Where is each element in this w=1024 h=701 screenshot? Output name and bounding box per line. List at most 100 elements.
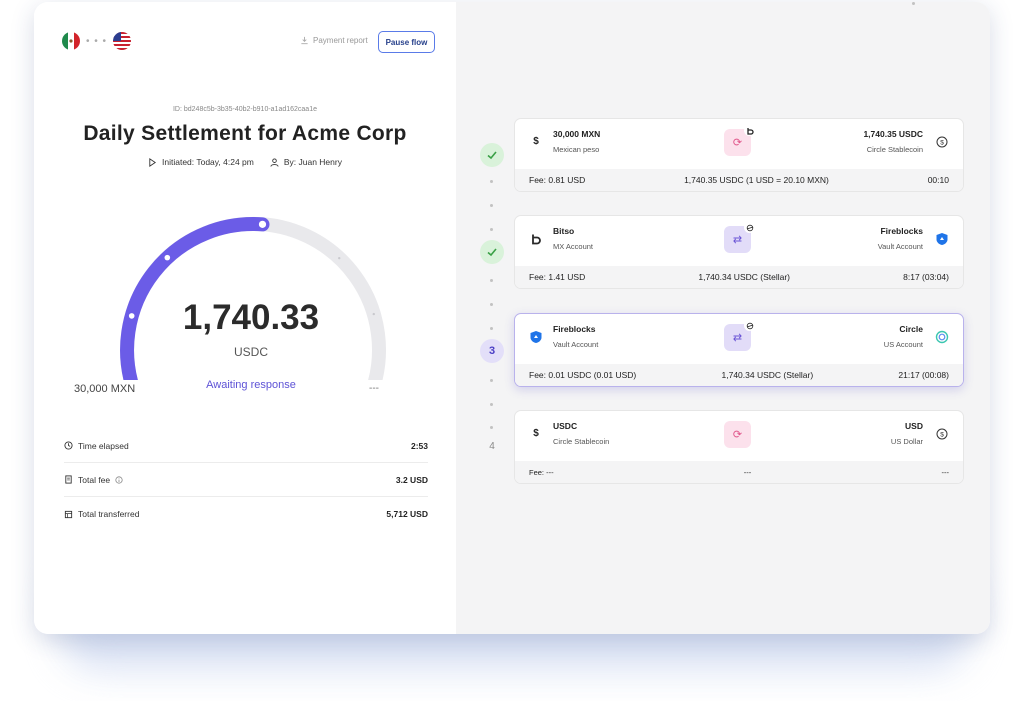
flow-meta: Initiated: Today, 4:24 pm By: Juan Henry [34,157,456,167]
initiator-info: By: Juan Henry [270,157,342,167]
gauge-milestone-dot [258,220,267,228]
transaction-parties: $ USDC Circle Stablecoin ⟳ USD US Dollar… [515,411,963,461]
stat-value: 5,712 USD [386,509,428,519]
destination-subtitle: Vault Account [877,242,923,251]
transaction-source: $ USDC Circle Stablecoin [529,421,609,446]
step-4-marker: 4 [489,440,495,452]
exchange-icon: ⟳ [724,125,755,156]
transaction-time: 21:17 (00:08) [898,370,949,380]
settlement-card: • • • Payment report Pause flow ID: bd24… [34,2,990,634]
transaction-detail: 1,740.34 USDC (Stellar) [721,370,814,380]
stats-list: Time elapsed 2:53 Total fee 3.2 USD Tota… [64,429,428,531]
flow-id: ID: bd248c5b-3b35-40b2-b910-a1ad162caa1e [172,106,317,113]
exchange-icon: ⟳ [724,421,751,448]
user-icon [270,157,279,167]
download-icon [301,36,308,45]
destination-name: 1,740.35 USDC [863,129,923,139]
destination-text: Fireblocks Vault Account [878,226,923,251]
transfer-arrows-icon: ⇄ [724,222,755,253]
source-name: USDC [553,421,578,431]
gauge-milestone-dot [164,254,171,261]
bitso-badge-icon [744,125,755,136]
payment-report-link[interactable]: Payment report [300,36,368,45]
transaction-card[interactable]: $ USDC Circle Stablecoin ⟳ USD US Dollar… [514,410,964,484]
destination-subtitle: US Account [883,340,923,349]
destination-subtitle: Circle Stablecoin [866,145,923,154]
info-icon[interactable] [115,475,123,484]
stat-label-group: Total transferred [64,509,139,519]
source-subtitle: MX Account [553,242,594,251]
flow-status: Awaiting response [206,379,296,391]
transaction-parties: $ 30,000 MXN Mexican peso ⟳ 1,740.35 USD… [515,119,963,169]
transfer-arrows-icon: ⇄ [724,320,755,351]
play-icon [149,157,157,167]
source-subtitle: Circle Stablecoin [553,437,610,446]
currency-route: • • • [62,32,132,50]
transactions-panel: 3 4 $ 30,000 MXN Mexican peso ⟳ [456,2,990,634]
transaction-fee: Fee: 0.81 USD [529,175,586,185]
clock-icon [64,441,73,450]
pause-flow-button[interactable]: Pause flow [378,31,435,53]
timeline-dot [490,303,493,306]
stat-label: Time elapsed [78,440,129,451]
stat-label: Total fee [78,474,111,485]
receipt-icon [65,475,72,484]
destination-text: USD US Dollar [891,421,923,446]
destination-text: 1,740.35 USDC Circle Stablecoin [863,129,923,154]
transaction-fee: Fee: 1.41 USD [529,272,586,282]
timeline-dot [912,2,915,5]
destination-name: Circle [899,324,923,334]
timeline-dot [490,327,493,330]
page-title: Daily Settlement for Acme Corp [83,122,407,145]
gauge-markers [128,220,375,319]
fireblocks-logo-icon [529,330,543,344]
gauge-pending-dot [372,312,375,316]
svg-text:$: $ [940,431,944,438]
usdc-coin-icon: $ [935,135,949,149]
timeline-dot [490,379,493,382]
destination-name: USD [905,421,923,431]
transaction-destination: 1,740.35 USDC Circle Stablecoin $ [863,129,949,154]
source-text: USDC Circle Stablecoin [553,421,609,446]
gauge-source-amount: 30,000 MXN [74,383,136,395]
source-text: Fireblocks Vault Account [553,324,598,349]
stat-total-transferred: Total transferred 5,712 USD [64,497,428,531]
source-text: 30,000 MXN Mexican peso [553,129,600,154]
source-text: Bitso MX Account [553,226,593,251]
transaction-time: 00:10 [927,175,949,185]
timeline-dot [490,204,493,207]
transaction-card[interactable]: $ 30,000 MXN Mexican peso ⟳ 1,740.35 USD… [514,118,964,192]
stellar-badge-icon [744,320,755,331]
dollar-icon: $ [533,136,539,147]
transaction-detail: --- [743,467,752,477]
gauge-pending-dot [338,256,341,260]
stellar-badge-icon [744,222,755,233]
transfer-unit: USDC [233,345,268,359]
ledger-icon [64,510,73,518]
transaction-card-active[interactable]: Fireblocks Vault Account ⇄ Circle US Acc… [514,313,964,387]
stat-value: 2:53 [410,440,428,451]
transaction-time: 8:17 (03:04) [903,272,949,282]
source-name: Bitso [553,226,575,236]
transaction-card[interactable]: Bitso MX Account ⇄ Fireblocks Vault Acco… [514,215,964,289]
transaction-footer: Fee: 0.01 USDC (0.01 USD) 1,740.34 USDC … [515,364,963,386]
transaction-parties: Bitso MX Account ⇄ Fireblocks Vault Acco… [515,216,963,266]
transaction-footer: Fee: 1.41 USD 1,740.34 USDC (Stellar) 8:… [515,266,963,288]
transaction-time: --- [941,467,950,477]
svg-text:$: $ [940,139,944,146]
transaction-source: Fireblocks Vault Account [529,324,598,349]
fireblocks-logo-icon [935,232,949,246]
source-subtitle: Vault Account [553,340,599,349]
stat-label-group: Total fee [64,475,123,485]
stat-value: 3.2 USD [395,474,428,485]
source-subtitle: Mexican peso [553,145,600,154]
transaction-destination: USD US Dollar $ [891,421,949,446]
initiated-info: Initiated: Today, 4:24 pm [148,157,254,167]
usd-coin-icon: $ [935,427,949,441]
us-flag-icon [113,32,132,50]
timeline-dot [490,403,493,406]
stat-total-fee: Total fee 3.2 USD [64,463,428,497]
transaction-footer: Fee: 0.81 USD 1,740.35 USDC (1 USD = 20.… [515,169,963,191]
source-name: 30,000 MXN [553,129,601,139]
transaction-destination: Fireblocks Vault Account [878,226,949,251]
